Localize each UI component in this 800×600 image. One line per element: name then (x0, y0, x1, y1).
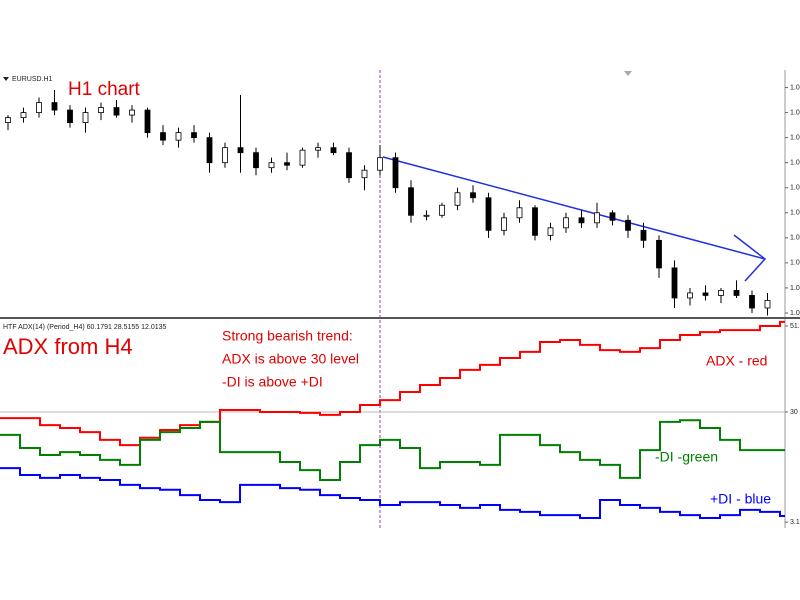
annotation: ADX - red (706, 353, 767, 369)
trend-line (382, 156, 766, 260)
candle-body (144, 109, 151, 134)
y-tick-label: 30 (790, 409, 798, 416)
candle-body (547, 227, 554, 236)
candle-body (191, 132, 197, 139)
candle-body (671, 267, 678, 299)
candle-body (687, 292, 693, 299)
y-tick-label: 1.0 (790, 210, 800, 217)
symbol-title: EURUSD.H1 (12, 76, 53, 83)
candle-body (702, 292, 709, 296)
candle-body (284, 162, 290, 166)
candle-body (315, 147, 321, 151)
trend-arrow (733, 234, 767, 282)
candle-body (5, 117, 11, 124)
candle-body (454, 192, 461, 206)
candle-body (392, 157, 399, 189)
candle-body (98, 107, 104, 113)
y-tick-label: 1.0 (790, 109, 800, 116)
candle-body (749, 295, 755, 309)
candle-body (175, 132, 182, 141)
y-tick-label: 1.0 (790, 285, 800, 292)
candle-body (377, 157, 383, 171)
y-tick-label: 1.0 (790, 84, 800, 91)
candle-body (485, 197, 492, 231)
candle-body (640, 229, 647, 241)
y-tick-label: 1.0 (790, 235, 800, 242)
candle-body (113, 107, 120, 116)
candle-body (439, 204, 445, 216)
annotation: ADX is above 30 level (222, 351, 359, 367)
y-tick-label: 1.0 (790, 185, 800, 192)
candle-body (718, 290, 724, 296)
symbol-icon (3, 77, 9, 81)
candle-body (20, 112, 27, 118)
annotation: Strong bearish trend: (222, 328, 353, 344)
scroll-marker (624, 71, 632, 76)
candle-body (222, 147, 228, 164)
annotation: ADX from H4 (3, 334, 133, 359)
candle-body (423, 214, 430, 217)
chart-annotation: H1 chart (68, 79, 141, 100)
annotation: -DI -green (655, 449, 718, 465)
candle-body (408, 187, 414, 216)
candle-body (532, 207, 538, 236)
y-tick-label: 1.0 (790, 160, 800, 167)
candle-body (36, 102, 42, 113)
candle-body (268, 162, 275, 169)
candle-body (67, 109, 73, 124)
candle-body (594, 212, 600, 224)
candle-body (299, 149, 306, 166)
candle-body (470, 192, 476, 199)
y-tick-label: 1.0 (790, 260, 800, 267)
y-tick-label: 51. (790, 323, 800, 330)
candle-body (253, 152, 259, 169)
candle-body (578, 217, 585, 224)
candle-body (609, 212, 616, 221)
candle-body (563, 217, 569, 229)
candle-body (206, 137, 213, 164)
annotation: -DI is above +DI (222, 374, 323, 390)
candle-body (625, 219, 631, 231)
candle-body (733, 290, 740, 296)
y-tick-label: 3.1 (790, 519, 800, 526)
candle-body (51, 102, 58, 111)
candle-body (237, 147, 244, 154)
candle-body (764, 300, 771, 309)
annotation: +DI - blue (710, 491, 771, 507)
candle-body (330, 147, 337, 154)
indicator-title: HTF ADX(14) (Period_H4) 60.1791 28.5155 … (3, 324, 167, 331)
candle-body (129, 109, 135, 116)
candle-body (160, 132, 166, 141)
candle-body (516, 207, 523, 219)
candle-body (501, 217, 507, 231)
indicator-line (0, 467, 785, 520)
candle-body (361, 169, 368, 179)
indicator-line (0, 419, 785, 481)
candle-body (656, 239, 662, 269)
y-tick-label: 1.0 (790, 310, 800, 317)
candle-body (82, 112, 89, 124)
candle-body (346, 152, 352, 179)
y-tick-label: 1.0 (790, 134, 800, 141)
